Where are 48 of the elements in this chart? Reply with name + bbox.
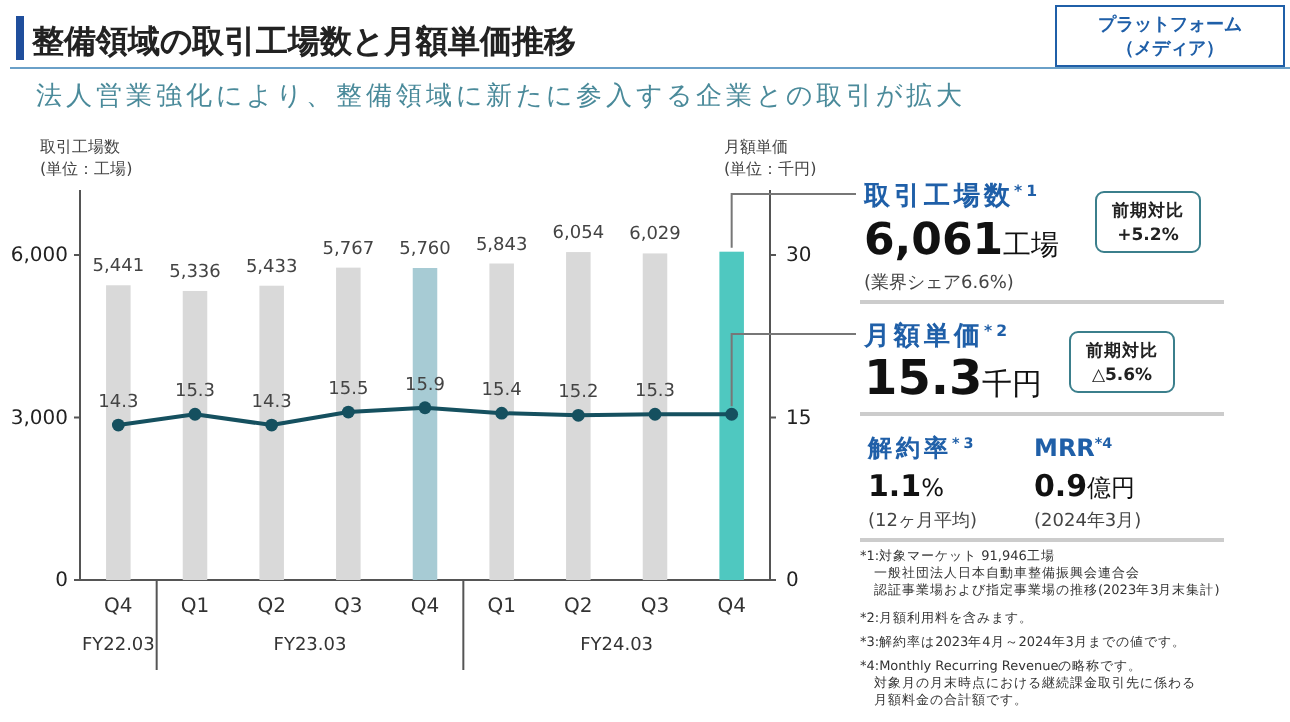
data-label: 5,433	[245, 257, 298, 278]
data-label: 15.2	[558, 383, 599, 404]
x-tick-label: Q4	[104, 596, 133, 618]
x-tick-label: Q1	[180, 596, 210, 618]
chart-title: 整備領域の取引工場数と月額単価推移	[30, 22, 576, 60]
data-label: 15.3	[634, 382, 676, 403]
x-tick-label: Q2	[564, 596, 593, 618]
x-tick-label: Q4	[410, 596, 440, 618]
data-label: 5,441	[92, 257, 145, 278]
y2-tick-label: 15	[786, 406, 812, 429]
x-tick-label: Q3	[640, 596, 670, 618]
data-label: 5,767	[322, 239, 375, 260]
data-label: 5,843	[475, 235, 528, 256]
text: FY24.03	[580, 636, 654, 656]
y-tick-label: 0	[55, 569, 68, 591]
data-label: 5,760	[399, 240, 452, 260]
x-tick-label: Q3	[334, 596, 363, 618]
y-axis-title: 取引工場数 (単位：工場)	[40, 138, 133, 178]
data-label: 5,336	[169, 262, 222, 283]
tag: プラットフォーム （メディア）	[1055, 5, 1285, 67]
bar	[719, 251, 744, 580]
point	[111, 418, 125, 432]
point	[648, 407, 662, 421]
x-tick-label: Q2	[257, 596, 286, 618]
chart-subtitle: 法人営業強化により、整備領域に新たに参入する企業との取引が拡大	[36, 82, 966, 112]
point	[418, 401, 432, 415]
y-tick-label: 6,000	[10, 244, 68, 266]
x-tick-label: Q1	[487, 596, 516, 618]
y2-tick-label: 30	[786, 244, 812, 266]
y-tick-label: 3,000	[10, 406, 68, 429]
data-label: 15.3	[174, 382, 216, 403]
x-tick-label: Q4	[717, 596, 746, 618]
text: FY23.03	[273, 636, 347, 656]
data-label: 6,054	[552, 224, 605, 245]
data-label: 14.3	[251, 393, 292, 414]
point	[341, 405, 355, 419]
point	[725, 407, 739, 421]
text: FY22.03	[81, 636, 155, 656]
data-label: 15.4	[481, 381, 523, 402]
point	[265, 418, 279, 432]
point	[495, 406, 509, 420]
y2-axis-title: 月額単価 (単位：千円)	[724, 138, 817, 178]
data-label: 15.5	[328, 380, 369, 401]
data-label: 14.3	[98, 393, 139, 414]
data-label: 6,029	[629, 225, 682, 246]
point	[188, 407, 202, 421]
point	[571, 408, 585, 422]
y2-tick-label: 0	[786, 569, 799, 591]
